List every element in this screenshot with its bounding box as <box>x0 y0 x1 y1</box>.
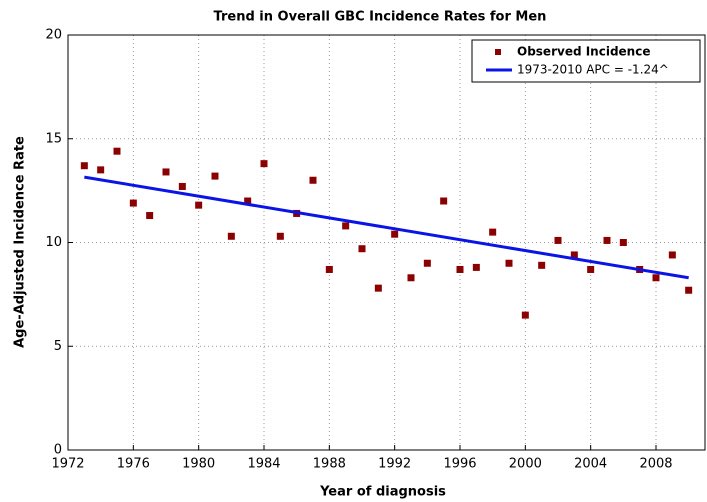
point <box>80 162 88 170</box>
point <box>538 261 546 269</box>
legend-label: Observed Incidence <box>517 45 650 59</box>
point <box>195 201 203 209</box>
x-tick-label: 2004 <box>574 457 607 472</box>
y-tick-label: 10 <box>45 235 62 250</box>
y-tick-label: 5 <box>54 339 62 354</box>
point <box>505 259 513 267</box>
point <box>668 251 676 259</box>
y-tick-label: 0 <box>54 443 62 458</box>
x-tick-label: 2000 <box>509 457 542 472</box>
chart-title: Trend in Overall GBC Incidence Rates for… <box>214 10 547 25</box>
point <box>260 160 268 168</box>
point <box>554 236 562 244</box>
point <box>440 197 448 205</box>
point <box>211 172 219 180</box>
y-tick-label: 15 <box>45 131 62 146</box>
point <box>570 251 578 259</box>
point <box>456 265 464 273</box>
point <box>325 265 333 273</box>
point <box>521 311 529 319</box>
x-tick-label: 1972 <box>51 457 84 472</box>
point <box>619 239 627 246</box>
x-tick-label: 2008 <box>639 457 672 472</box>
point <box>685 286 693 294</box>
point <box>374 284 382 292</box>
point <box>472 263 480 271</box>
point <box>489 228 497 236</box>
legend-marker <box>495 49 501 55</box>
point <box>423 259 431 267</box>
point <box>407 274 415 282</box>
x-tick-label: 1996 <box>443 457 476 472</box>
point <box>227 232 235 240</box>
point <box>309 176 317 184</box>
x-axis-label: Year of diagnosis <box>319 485 446 500</box>
trend-line <box>84 175 689 280</box>
x-tick-label: 1984 <box>247 457 280 472</box>
point <box>113 147 121 155</box>
point <box>162 168 170 176</box>
point <box>129 199 137 207</box>
point <box>652 274 660 282</box>
legend-label: 1973-2010 APC = -1.24^ <box>517 63 669 77</box>
legend-box <box>471 39 701 83</box>
point <box>276 232 284 240</box>
point <box>358 245 366 253</box>
point <box>178 182 186 190</box>
plot-frame <box>67 34 706 451</box>
point <box>146 212 154 220</box>
x-tick-label: 1980 <box>182 457 215 472</box>
point <box>342 222 350 230</box>
point <box>244 197 252 205</box>
x-tick-label: 1976 <box>117 457 150 472</box>
y-axis-label: Age-Adjusted Incidence Rate <box>13 136 28 348</box>
x-tick-label: 1988 <box>313 457 346 472</box>
y-tick-label: 20 <box>45 28 62 43</box>
point <box>97 166 105 174</box>
point <box>587 265 595 273</box>
x-tick-label: 1992 <box>378 457 411 472</box>
point <box>391 230 399 238</box>
point <box>603 236 611 244</box>
